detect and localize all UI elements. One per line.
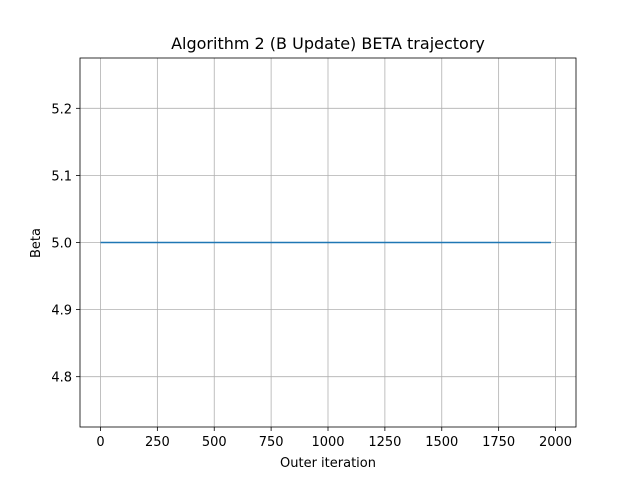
x-tick-label: 500 (202, 435, 227, 450)
y-tick-label: 4.8 (51, 371, 72, 386)
x-tick-label: 250 (145, 435, 170, 450)
x-axis-ticks: 0 250 500 750 1000 1250 1500 1750 2000 (96, 427, 572, 450)
x-tick-label: 2000 (539, 435, 572, 450)
x-tick-label: 1000 (311, 435, 344, 450)
chart-title: Algorithm 2 (B Update) BETA trajectory (171, 34, 485, 53)
y-tick-label: 5.0 (51, 237, 72, 252)
x-tick-label: 0 (96, 435, 104, 450)
x-tick-label: 1750 (482, 435, 515, 450)
x-tick-label: 1250 (368, 435, 401, 450)
x-axis-label: Outer iteration (280, 456, 376, 471)
y-axis-ticks: 4.8 4.9 5.0 5.1 5.2 (51, 102, 80, 386)
x-tick-label: 750 (259, 435, 284, 450)
y-tick-label: 5.1 (51, 169, 72, 184)
y-axis-label: Beta (29, 228, 44, 258)
y-tick-label: 4.9 (51, 304, 72, 319)
x-tick-label: 1500 (425, 435, 458, 450)
y-tick-label: 5.2 (51, 102, 72, 117)
